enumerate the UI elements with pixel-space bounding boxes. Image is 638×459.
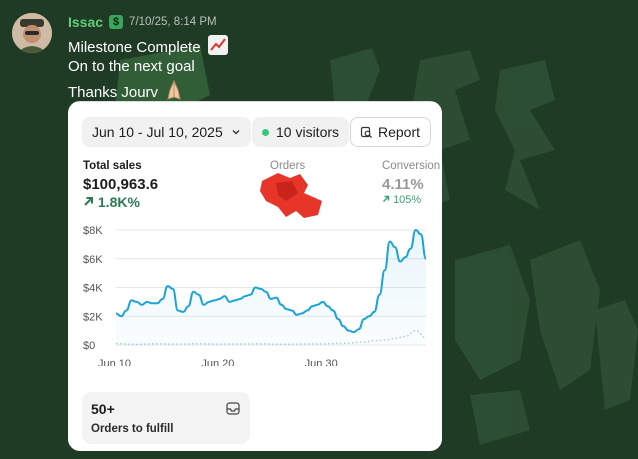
avatar-image — [12, 13, 52, 53]
x-tick-label: Jun 10 — [98, 358, 131, 366]
x-axis-tick-labels: Jun 10 Jun 20 Jun 30 — [98, 358, 338, 366]
message-line-3: Thanks Jourv — [68, 79, 183, 104]
sales-line-chart[interactable]: $8K $6K $4K $2K $0 Jun 10 Jun 20 Jun 30 — [68, 216, 442, 366]
author-name[interactable]: Issac — [68, 14, 104, 30]
orders-to-fulfill-label: Orders to fulfill — [91, 423, 174, 435]
analytics-screenshot-card[interactable]: Jun 10 - Jul 10, 2025 10 visitors Report… — [68, 101, 442, 451]
date-range-selector[interactable]: Jun 10 - Jul 10, 2025 — [82, 117, 251, 147]
message-text: On to the next goal — [68, 58, 195, 75]
message-line-1: Milestone Complete — [68, 35, 228, 59]
report-search-icon — [360, 126, 372, 138]
series-area-fill — [116, 230, 426, 345]
visitors-badge[interactable]: 10 visitors — [252, 117, 350, 147]
series-line-current — [115, 228, 427, 334]
conversion-change: 105% — [382, 194, 421, 206]
total-sales-label: Total sales — [83, 160, 142, 172]
y-tick-label: $4K — [83, 283, 103, 295]
message-text: Milestone Complete — [68, 39, 201, 56]
folded-hands-emoji-icon — [165, 79, 183, 104]
timestamp: 7/10/25, 8:14 PM — [129, 16, 217, 28]
orders-to-fulfill-count: 50+ — [91, 401, 115, 417]
y-tick-label: $0 — [83, 340, 95, 352]
inbox-icon — [226, 402, 240, 415]
total-sales-change-value: 1.8K% — [97, 194, 140, 210]
redaction-scribble — [260, 173, 322, 218]
conversion-value: 4.11% — [382, 176, 424, 193]
date-range-label: Jun 10 - Jul 10, 2025 — [92, 124, 223, 140]
report-label: Report — [378, 124, 421, 140]
message-header: Issac $ 7/10/25, 8:14 PM — [68, 14, 217, 30]
live-dot-icon — [262, 128, 269, 136]
avatar[interactable] — [12, 13, 52, 53]
orders-label: Orders — [270, 160, 306, 172]
y-axis-tick-labels: $8K $6K $4K $2K $0 — [83, 225, 103, 352]
conversion-label: Conversion — [382, 160, 441, 172]
chevron-down-icon — [232, 130, 240, 135]
message-line-2: On to the next goal — [68, 58, 195, 75]
y-tick-label: $8K — [83, 225, 103, 237]
total-sales-value: $100,963.6 — [83, 176, 159, 193]
x-tick-label: Jun 20 — [201, 358, 234, 366]
message-text: Thanks Jourv — [68, 84, 159, 101]
orders-to-fulfill-card[interactable]: 50+ Orders to fulfill — [82, 392, 250, 444]
x-tick-label: Jun 30 — [305, 358, 338, 366]
y-tick-label: $6K — [83, 254, 103, 266]
chart-increasing-emoji-icon — [207, 35, 228, 59]
card-top-edge — [68, 101, 442, 102]
y-tick-label: $2K — [83, 311, 103, 323]
visitors-label: 10 visitors — [276, 124, 340, 140]
total-sales-change: 1.8K% — [83, 194, 140, 210]
report-button[interactable]: Report — [350, 117, 432, 147]
conversion-change-value: 105% — [393, 194, 422, 206]
arrow-up-right-icon — [84, 197, 93, 206]
role-badge-icon: $ — [109, 15, 124, 29]
arrow-up-right-icon — [382, 195, 390, 203]
